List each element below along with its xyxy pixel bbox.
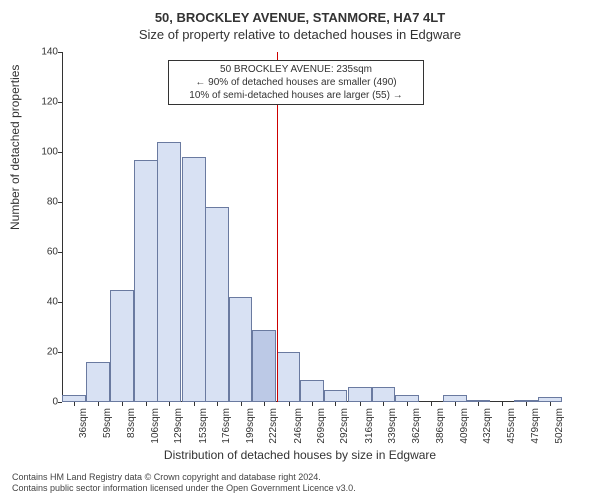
- ytick-label: 40: [28, 297, 58, 308]
- title-sub: Size of property relative to detached ho…: [0, 25, 600, 42]
- y-axis-label: Number of detached properties: [8, 65, 22, 230]
- ytick-mark: [58, 202, 62, 203]
- xtick-mark: [217, 402, 218, 406]
- histogram-bar: [300, 380, 324, 403]
- ytick-mark: [58, 102, 62, 103]
- xtick-label: 455sqm: [506, 408, 517, 444]
- xtick-label: 222sqm: [268, 408, 279, 444]
- ytick-mark: [58, 352, 62, 353]
- ytick-label: 0: [28, 397, 58, 408]
- xtick-mark: [146, 402, 147, 406]
- callout-line: 10% of semi-detached houses are larger (…: [175, 89, 417, 102]
- xtick-mark: [526, 402, 527, 406]
- histogram-bar: [157, 142, 181, 402]
- xtick-label: 106sqm: [150, 408, 161, 444]
- ytick-label: 20: [28, 347, 58, 358]
- xtick-label: 292sqm: [339, 408, 350, 444]
- histogram-bar: [395, 395, 419, 403]
- x-axis-label: Distribution of detached houses by size …: [0, 448, 600, 462]
- ytick-label: 140: [28, 47, 58, 58]
- histogram-bar: [62, 395, 86, 403]
- y-axis-line: [62, 52, 63, 402]
- ytick-label: 100: [28, 147, 58, 158]
- xtick-mark: [122, 402, 123, 406]
- histogram-bar: [324, 390, 348, 403]
- xtick-label: 246sqm: [293, 408, 304, 444]
- attribution: Contains HM Land Registry data © Crown c…: [12, 472, 356, 494]
- xtick-mark: [264, 402, 265, 406]
- xtick-label: 153sqm: [198, 408, 209, 444]
- xtick-mark: [335, 402, 336, 406]
- attribution-line-2: Contains public sector information licen…: [12, 483, 356, 494]
- xtick-label: 83sqm: [126, 408, 137, 438]
- ytick-mark: [58, 52, 62, 53]
- xtick-label: 339sqm: [387, 408, 398, 444]
- xtick-mark: [241, 402, 242, 406]
- histogram-bar: [372, 387, 396, 402]
- histogram-bar: [229, 297, 253, 402]
- xtick-mark: [194, 402, 195, 406]
- title-main: 50, BROCKLEY AVENUE, STANMORE, HA7 4LT: [0, 0, 600, 25]
- histogram-bar: [252, 330, 276, 403]
- xtick-mark: [407, 402, 408, 406]
- histogram-bar: [134, 160, 158, 403]
- xtick-label: 36sqm: [78, 408, 89, 438]
- histogram-bar: [277, 352, 301, 402]
- chart-area: 02040608010012014036sqm59sqm83sqm106sqm1…: [62, 52, 562, 402]
- xtick-label: 502sqm: [554, 408, 565, 444]
- xtick-label: 269sqm: [316, 408, 327, 444]
- xtick-label: 409sqm: [459, 408, 470, 444]
- xtick-label: 432sqm: [482, 408, 493, 444]
- xtick-label: 479sqm: [530, 408, 541, 444]
- xtick-mark: [550, 402, 551, 406]
- histogram-bar: [86, 362, 110, 402]
- ytick-label: 80: [28, 197, 58, 208]
- xtick-mark: [74, 402, 75, 406]
- plot-region: 02040608010012014036sqm59sqm83sqm106sqm1…: [62, 52, 562, 402]
- xtick-mark: [169, 402, 170, 406]
- histogram-bar: [443, 395, 467, 403]
- xtick-mark: [502, 402, 503, 406]
- ytick-label: 120: [28, 97, 58, 108]
- callout-line: 50 BROCKLEY AVENUE: 235sqm: [175, 63, 417, 76]
- ytick-mark: [58, 402, 62, 403]
- xtick-mark: [360, 402, 361, 406]
- xtick-label: 316sqm: [364, 408, 375, 444]
- xtick-label: 129sqm: [173, 408, 184, 444]
- xtick-mark: [478, 402, 479, 406]
- xtick-label: 386sqm: [435, 408, 446, 444]
- histogram-bar: [110, 290, 134, 403]
- xtick-label: 199sqm: [245, 408, 256, 444]
- xtick-mark: [289, 402, 290, 406]
- ytick-mark: [58, 152, 62, 153]
- callout-line: ← 90% of detached houses are smaller (49…: [175, 76, 417, 89]
- xtick-mark: [383, 402, 384, 406]
- ytick-mark: [58, 252, 62, 253]
- xtick-mark: [312, 402, 313, 406]
- xtick-label: 362sqm: [411, 408, 422, 444]
- ytick-label: 60: [28, 247, 58, 258]
- histogram-bar: [205, 207, 229, 402]
- xtick-mark: [98, 402, 99, 406]
- xtick-mark: [431, 402, 432, 406]
- callout-box: 50 BROCKLEY AVENUE: 235sqm← 90% of detac…: [168, 60, 424, 105]
- attribution-line-1: Contains HM Land Registry data © Crown c…: [12, 472, 356, 483]
- ytick-mark: [58, 302, 62, 303]
- histogram-bar: [348, 387, 372, 402]
- xtick-mark: [455, 402, 456, 406]
- xtick-label: 59sqm: [102, 408, 113, 438]
- xtick-label: 176sqm: [221, 408, 232, 444]
- histogram-bar: [182, 157, 206, 402]
